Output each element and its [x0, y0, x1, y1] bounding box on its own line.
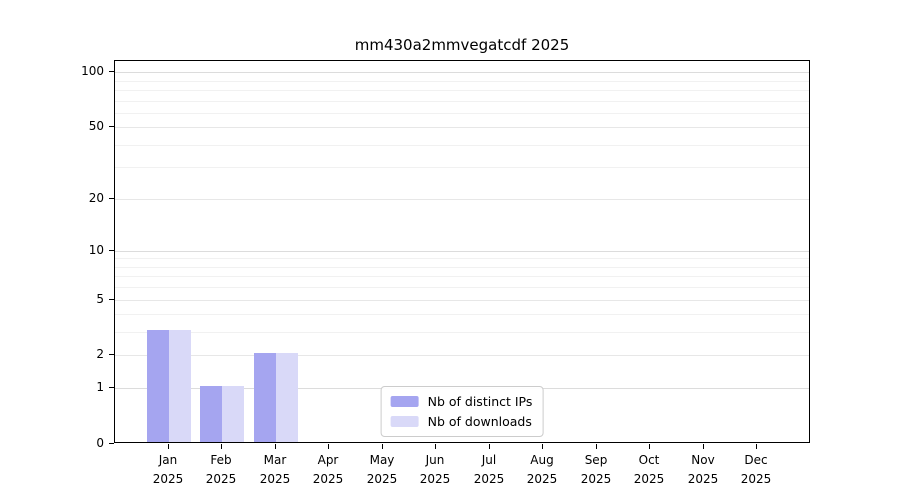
bar-distinct-ips	[254, 353, 276, 442]
x-tick-mark	[435, 444, 436, 449]
x-tick-label: May 2025	[366, 453, 398, 486]
gridline-minor	[115, 287, 809, 288]
bar-downloads	[276, 353, 298, 442]
y-tick-mark	[109, 71, 114, 72]
y-tick-label: 5	[96, 292, 104, 306]
x-tick-mark	[542, 444, 543, 449]
y-tick-label: 2	[96, 347, 104, 361]
gridline-minor	[115, 314, 809, 315]
y-tick-mark	[109, 250, 114, 251]
gridline-major	[115, 251, 809, 252]
gridline-major	[115, 127, 809, 128]
x-tick-label: Jan 2025	[152, 453, 184, 486]
x-tick-mark	[382, 444, 383, 449]
y-tick-mark	[109, 387, 114, 388]
gridline-minor	[115, 167, 809, 168]
gridline-minor	[115, 145, 809, 146]
y-tick-mark	[109, 198, 114, 199]
x-tick-mark	[221, 444, 222, 449]
x-tick-label: Dec 2025	[740, 453, 772, 486]
legend: Nb of distinct IPs Nb of downloads	[380, 386, 544, 437]
gridline-minor	[115, 81, 809, 82]
x-tick-mark	[596, 444, 597, 449]
x-tick-label: Oct 2025	[633, 453, 665, 486]
x-tick-mark	[703, 444, 704, 449]
bar-distinct-ips	[200, 386, 222, 442]
x-tick-label: Mar 2025	[259, 453, 291, 486]
gridline-minor	[115, 332, 809, 333]
x-tick-label: Aug 2025	[526, 453, 558, 486]
gridline-minor	[115, 258, 809, 259]
y-tick-mark	[109, 354, 114, 355]
legend-item-downloads: Nb of downloads	[390, 413, 533, 430]
plot-area: Nb of distinct IPs Nb of downloads	[114, 60, 810, 443]
x-tick-mark	[328, 444, 329, 449]
x-tick-label: Sep 2025	[580, 453, 612, 486]
x-tick-mark	[168, 444, 169, 449]
legend-swatch-distinct-ips	[390, 396, 419, 407]
x-tick-label: Nov 2025	[687, 453, 719, 486]
x-tick-mark	[489, 444, 490, 449]
legend-swatch-downloads	[390, 416, 419, 427]
gridline-minor	[115, 113, 809, 114]
bar-downloads	[169, 330, 191, 442]
y-tick-mark	[109, 299, 114, 300]
x-tick-label: Feb 2025	[205, 453, 237, 486]
gridline-minor	[115, 90, 809, 91]
gridline-minor	[115, 267, 809, 268]
x-tick-label: Jun 2025	[419, 453, 451, 486]
y-tick-label: 20	[88, 191, 104, 205]
gridline-minor	[115, 276, 809, 277]
y-tick-label: 10	[88, 243, 104, 257]
y-tick-label: 100	[81, 64, 104, 78]
legend-label-downloads: Nb of downloads	[427, 414, 532, 429]
gridline-major	[115, 72, 809, 73]
y-tick-mark	[109, 126, 114, 127]
bar-downloads	[222, 386, 244, 442]
gridline-minor	[115, 101, 809, 102]
x-tick-mark	[275, 444, 276, 449]
y-tick-label: 50	[88, 119, 104, 133]
y-tick-label: 0	[96, 436, 104, 450]
gridline-major	[115, 355, 809, 356]
x-tick-label: Jul 2025	[473, 453, 505, 486]
bar-distinct-ips	[147, 330, 169, 442]
gridline-major	[115, 199, 809, 200]
legend-label-distinct-ips: Nb of distinct IPs	[427, 394, 533, 409]
legend-item-distinct-ips: Nb of distinct IPs	[390, 393, 533, 410]
chart-title: mm430a2mmvegatcdf 2025	[354, 36, 570, 54]
x-tick-label: Apr 2025	[312, 453, 344, 486]
y-tick-mark	[109, 443, 114, 444]
y-tick-label: 1	[96, 380, 104, 394]
gridline-major	[115, 300, 809, 301]
x-tick-mark	[649, 444, 650, 449]
x-tick-mark	[756, 444, 757, 449]
